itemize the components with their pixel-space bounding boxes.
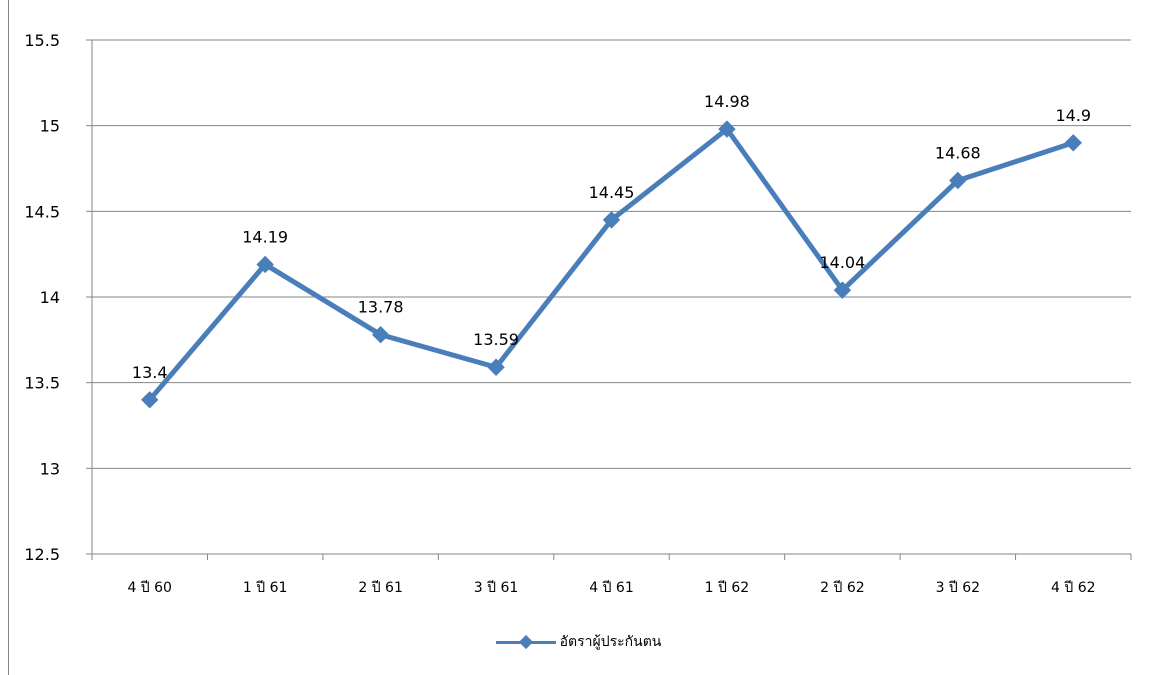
axes xyxy=(86,39,1132,560)
gridlines xyxy=(92,39,1131,469)
x-tick-label: 2 ปี 62 xyxy=(820,580,865,596)
x-tick-label: 3 ปี 61 xyxy=(474,580,519,596)
data-markers xyxy=(141,120,1082,409)
data-label: 14.98 xyxy=(704,92,750,111)
x-tick-label: 4 ปี 60 xyxy=(127,580,172,596)
data-point-diamond xyxy=(141,391,159,409)
x-tick-label: 4 ปี 62 xyxy=(1051,580,1096,596)
data-point-diamond xyxy=(1064,134,1082,152)
x-tick-labels: 4 ปี 60 1 ปี 61 2 ปี 61 3 ปี 61 4 ปี 61 1 ปี … xyxy=(127,580,1095,596)
x-tick-label: 2 ปี 61 xyxy=(358,580,403,596)
x-tick-label: 1 ปี 61 xyxy=(243,580,288,596)
data-label: 13.78 xyxy=(358,298,404,317)
data-label: 14.9 xyxy=(1055,106,1091,125)
data-label: 14.68 xyxy=(935,143,981,162)
data-label: 13.59 xyxy=(473,330,519,349)
series-line xyxy=(147,126,1076,403)
data-point-diamond xyxy=(833,281,852,299)
y-tick-label: 15 xyxy=(40,117,60,136)
data-label: 14.19 xyxy=(242,227,288,246)
legend-swatch xyxy=(495,634,556,650)
y-tick-label: 14 xyxy=(40,288,60,307)
legend: อัตราผู้ประกันตน xyxy=(0,631,1157,653)
legend-diamond-icon xyxy=(518,634,533,650)
y-tick-label: 12.5 xyxy=(24,545,60,564)
data-labels: 13.4 14.19 13.78 13.59 14.45 14.98 14.04 14.68 1… xyxy=(132,92,1091,382)
y-tick-labels: 12.5 13 13.5 14 14.5 15 15.5 xyxy=(24,31,60,564)
chart-frame xyxy=(8,0,1157,675)
data-label: 14.04 xyxy=(819,253,865,272)
y-tick-label: 13 xyxy=(40,459,60,478)
data-point-diamond xyxy=(602,211,621,229)
y-tick-label: 14.5 xyxy=(24,202,60,221)
legend-label: อัตราผู้ประกันตน xyxy=(559,634,662,650)
data-point-diamond xyxy=(487,358,505,376)
data-point-diamond xyxy=(371,325,390,344)
x-tick-label: 1 ปี 62 xyxy=(705,580,750,596)
x-tick-label: 4 ปี 61 xyxy=(589,580,634,596)
series-line-path xyxy=(147,126,1076,403)
y-tick-label: 13.5 xyxy=(24,374,60,393)
x-tick-label: 3 ปี 62 xyxy=(936,580,981,596)
data-label: 14.45 xyxy=(589,183,635,202)
data-point-diamond xyxy=(256,255,274,274)
y-tick-label: 15.5 xyxy=(24,31,60,50)
data-point-diamond xyxy=(718,120,736,138)
data-label: 13.4 xyxy=(132,363,168,382)
data-point-diamond xyxy=(949,171,967,190)
